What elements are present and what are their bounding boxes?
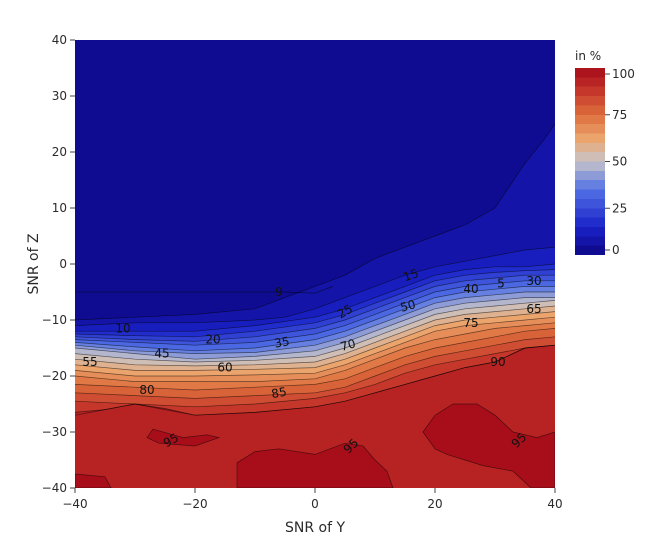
contour-label: 70 [339, 336, 357, 353]
colorbar-tick-label: 0 [612, 243, 620, 257]
colorbar-title: in % [575, 49, 601, 63]
band-100 [236, 442, 394, 488]
contour-line-35 [75, 286, 555, 352]
x-tick-label: 40 [547, 497, 562, 511]
contour-line-40 [75, 291, 555, 354]
contour-line-15 [75, 263, 555, 332]
contour-label: 85 [270, 385, 287, 401]
contour-label: 20 [205, 333, 220, 347]
axes: −40 −20 0 20 40 40 30 20 10 0 −10 −20 −30 −40 [42, 33, 563, 511]
contour-label: 95 [161, 431, 181, 451]
contour-label: 9 [275, 285, 283, 299]
contour-line-10 [75, 246, 555, 326]
contour-label: 90 [490, 355, 505, 369]
contour-line-85 [75, 344, 555, 408]
contour-line-45 [75, 297, 555, 360]
colorbar-tick-label: 100 [612, 67, 635, 81]
contour-line-70 [75, 322, 555, 382]
contour-line-60 [75, 311, 555, 371]
contour-label: 10 [115, 321, 130, 335]
colorbar-ticks: 100 75 50 25 0 [605, 67, 635, 257]
contour-label: 60 [217, 361, 232, 375]
contour-label: 75 [463, 316, 478, 330]
band-100 [422, 403, 555, 488]
contour-label: 35 [273, 334, 290, 350]
band-100 [146, 428, 221, 447]
contour-label: 40 [463, 282, 478, 296]
contour-line-5 [75, 123, 555, 321]
contour-label: 55 [82, 355, 97, 369]
x-tick-label: 0 [311, 497, 319, 511]
contour-line-65 [75, 316, 555, 377]
contour-line-20 [75, 269, 555, 338]
band-95 [75, 345, 555, 488]
x-axis-title: SNR of Y [285, 520, 345, 536]
colorbar-tick-label: 25 [612, 201, 627, 215]
y-tick-label: −40 [42, 481, 67, 495]
band-100 [75, 473, 112, 488]
y-tick-label: −30 [42, 425, 67, 439]
contour-line-75 [75, 328, 555, 391]
contour-label: 5 [497, 277, 505, 291]
colorbar-tick-label: 75 [612, 108, 627, 122]
y-tick-label: 10 [52, 201, 67, 215]
contour-line-9 [75, 286, 334, 294]
y-axis-title: SNR of Z [26, 233, 42, 294]
y-tick-label: −10 [42, 313, 67, 327]
x-tick-label: −40 [62, 497, 87, 511]
contour-label: 15 [401, 266, 420, 284]
contour-label: 30 [526, 274, 541, 288]
y-tick-label: 30 [52, 89, 67, 103]
plot-area [75, 40, 555, 488]
contour-line-55 [75, 305, 555, 367]
y-tick-label: −20 [42, 369, 67, 383]
colorbar-tick-label: 50 [612, 155, 627, 169]
colorbar-gradient [575, 68, 605, 255]
contour-line-95 [75, 344, 555, 416]
contour-label: 80 [139, 383, 154, 397]
y-tick-label: 0 [59, 257, 67, 271]
colorbar: in % 100 75 50 25 0 [575, 49, 635, 257]
x-tick-label: −20 [182, 497, 207, 511]
contour-label: 45 [154, 347, 169, 361]
contour-label: 50 [399, 297, 417, 314]
y-tick-label: 20 [52, 145, 67, 159]
contour-line-50 [75, 300, 555, 363]
y-tick-label: 40 [52, 33, 67, 47]
x-tick-label: 20 [427, 497, 442, 511]
contour-label: 25 [335, 302, 355, 322]
contour-line-80 [75, 336, 555, 399]
contour-line-25 [75, 274, 555, 342]
contour-line-30 [75, 280, 555, 346]
contour-label: 65 [526, 302, 541, 316]
